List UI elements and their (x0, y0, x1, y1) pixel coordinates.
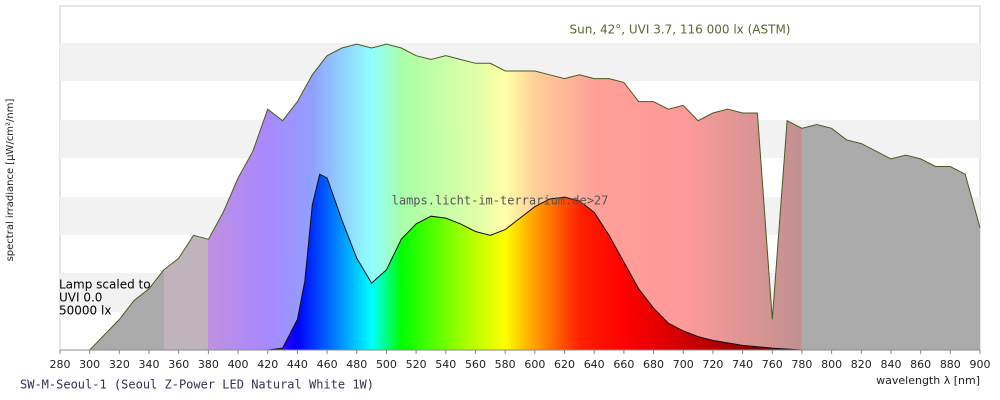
x-tick-label: 280 (50, 358, 71, 371)
x-tick-label: 840 (880, 358, 901, 371)
lamp-note: UVI 0.0 (59, 291, 102, 305)
x-tick-label: 300 (79, 358, 100, 371)
x-tick-label: 820 (851, 358, 872, 371)
series-line (89, 43, 981, 351)
x-axis-label: wavelength λ [nm] (876, 374, 980, 387)
x-tick-label: 320 (109, 358, 130, 371)
x-tick-label: 700 (673, 358, 694, 371)
y-axis-label: spectral irradiance [µW/cm²/nm] (5, 98, 16, 261)
x-tick-label: 620 (554, 358, 575, 371)
x-tick-label: 720 (702, 358, 723, 371)
x-tick-label: 580 (495, 358, 516, 371)
area-fill (267, 174, 802, 350)
x-tick-label: 640 (584, 358, 605, 371)
watermark: lamps.licht-im-terrarium.de>27 (392, 194, 609, 208)
chart-title: SW-M-Seoul-1 (Seoul Z-Power LED Natural … (20, 378, 374, 392)
x-tick-label: 400 (228, 358, 249, 371)
x-tick-label: 680 (643, 358, 664, 371)
x-tick-label: 800 (821, 358, 842, 371)
x-tick-label: 860 (910, 358, 931, 371)
x-tick-label: 780 (791, 358, 812, 371)
x-tick-label: 560 (465, 358, 486, 371)
x-tick-label: 420 (257, 358, 278, 371)
x-tick-label: 460 (317, 358, 338, 371)
sun-label: Sun, 42°, UVI 3.7, 116 000 lx (ASTM) (570, 23, 791, 37)
x-tick-label: 380 (198, 358, 219, 371)
x-tick-label: 880 (940, 358, 961, 371)
lamp-note: 50000 lx (59, 304, 111, 318)
x-tick-label: 660 (613, 358, 634, 371)
x-tick-label: 540 (435, 358, 456, 371)
x-tick-label: 900 (970, 358, 991, 371)
x-tick-label: 600 (524, 358, 545, 371)
marks (89, 43, 981, 351)
x-tick-label: 760 (762, 358, 783, 371)
x-tick-label: 340 (139, 358, 160, 371)
x-tick-label: 740 (732, 358, 753, 371)
x-tick-label: 520 (406, 358, 427, 371)
series-line (267, 173, 802, 351)
x-tick-label: 360 (168, 358, 189, 371)
x-tick-label: 440 (287, 358, 308, 371)
x-tick-label: 500 (376, 358, 397, 371)
x-tick-label: 480 (346, 358, 367, 371)
lamp-note: Lamp scaled to (59, 278, 151, 292)
